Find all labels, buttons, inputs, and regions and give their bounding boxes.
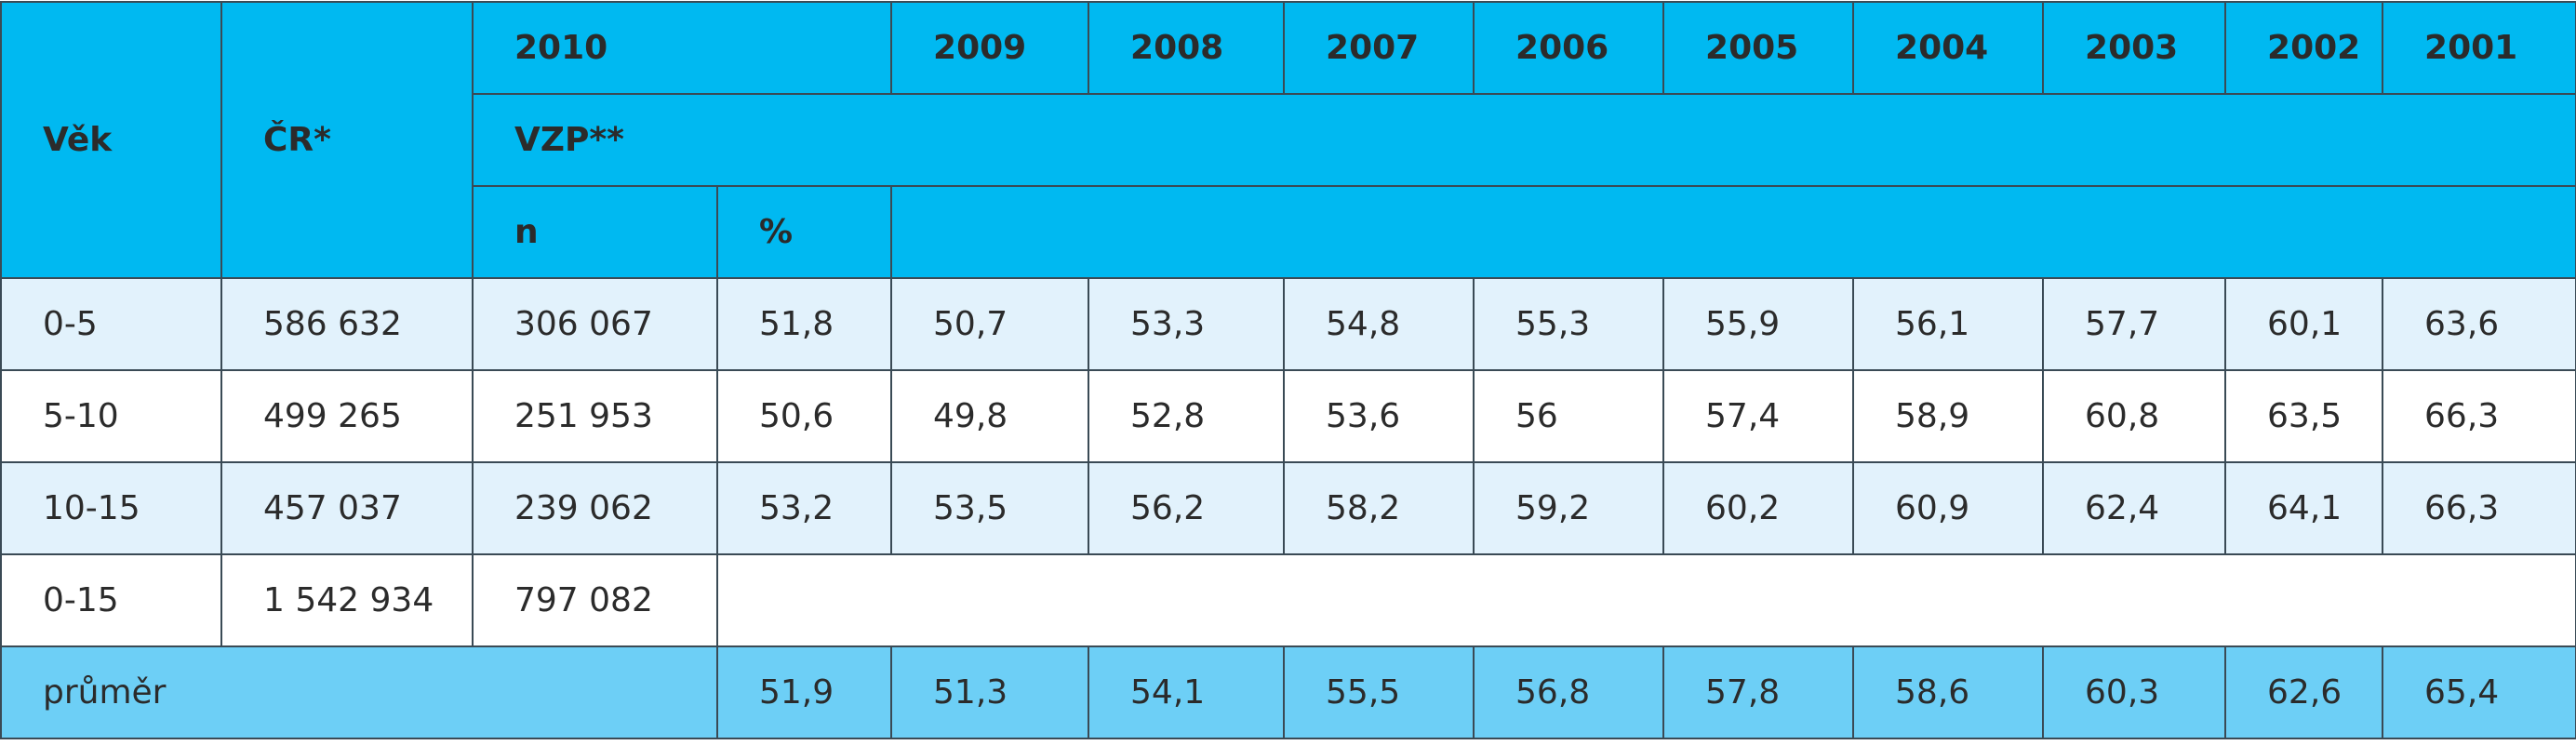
average-row: průměr 51,9 51,3 54,1 55,5 56,8 57,8 58,6 60,3 62… [0,645,2576,739]
cell: 58,6 [1852,645,2045,739]
cell: 63,6 [2382,277,2576,371]
header-cell: 2008 [1088,1,1286,95]
cell: 60,2 [1662,461,1855,555]
header-cell: 2002 [2224,1,2384,95]
cell: 0-15 [0,553,222,647]
cell: 55,9 [1662,277,1855,371]
cell: 62,6 [2224,645,2384,739]
cell: 56,1 [1852,277,2045,371]
cell: 57,7 [2042,277,2227,371]
cell: 499 265 [220,369,474,463]
cell: 55,3 [1473,277,1665,371]
cell: 66,3 [2382,369,2576,463]
header-cell: ČR* [220,1,474,279]
cell: 251 953 [472,369,718,463]
header-cell: % [715,185,893,279]
cell: 56 [1473,369,1665,463]
header-row: VZP** [1,93,2576,187]
table-row: 0-15 1 542 934 797 082 [0,553,2576,647]
header-cell: Věk [0,1,222,279]
cell: 66,3 [2382,461,2576,555]
table-row: 5-10 499 265 251 953 50,6 49,8 52,8 53,6 56 57,4… [0,369,2576,463]
cell: 63,5 [2224,369,2384,463]
header-cell: 2010 [471,1,893,95]
cell: 54,8 [1283,277,1475,371]
cell: 586 632 [220,277,474,371]
cell: 65,4 [2382,645,2576,739]
cell: 57,4 [1662,369,1855,463]
cell: průměr [0,645,718,739]
cell: 306 067 [472,277,718,371]
cell: 57,8 [1662,645,1855,739]
cell: 51,9 [715,645,893,739]
cell: 5-10 [0,369,222,463]
cell: 49,8 [890,369,1090,463]
cell: 56,8 [1473,645,1665,739]
header-cell: 2007 [1283,1,1475,95]
cell: 10-15 [0,461,222,555]
cell: 53,3 [1088,277,1286,371]
header-cell [890,185,2576,279]
cell: 58,9 [1852,369,2045,463]
cell: 52,8 [1088,369,1286,463]
cell: 53,2 [715,461,893,555]
header-cell: 2001 [2382,1,2576,95]
cell: 457 037 [220,461,474,555]
cell: 60,1 [2224,277,2384,371]
cell: 56,2 [1088,461,1286,555]
cell: 51,8 [715,277,893,371]
table-row: 0-5 586 632 306 067 51,8 50,7 53,3 54,8 55,3 55,… [0,277,2576,371]
cell: 53,6 [1283,369,1475,463]
header-cell: 2004 [1852,1,2045,95]
cell: 239 062 [472,461,718,555]
cell: 53,5 [890,461,1090,555]
cell: 60,3 [2042,645,2227,739]
cell: 50,6 [715,369,893,463]
cell: 55,5 [1283,645,1475,739]
cell: 797 082 [472,553,718,647]
cell: 62,4 [2042,461,2227,555]
header-cell: VZP** [471,93,2576,187]
cell: 60,8 [2042,369,2227,463]
cell: 51,3 [890,645,1090,739]
cell: 59,2 [1473,461,1665,555]
header-row: n % [1,185,2576,279]
header-cell: n [472,185,718,279]
cell: 0-5 [0,277,222,371]
table-row: 10-15 457 037 239 062 53,2 53,5 56,2 58,2 59,2 6… [0,461,2576,555]
header-cell: 2003 [2042,1,2227,95]
header-cell: 2009 [890,1,1090,95]
cell [715,553,2576,647]
cell: 50,7 [890,277,1090,371]
header-cell: 2006 [1473,1,1665,95]
cell: 1 542 934 [220,553,474,647]
cell: 54,1 [1088,645,1286,739]
header-row: Věk ČR* 2010 2009 2008 2007 2006 2005 2004 200… [0,1,2576,279]
cell: 64,1 [2224,461,2384,555]
header-cell: 2005 [1662,1,1855,95]
cell: 58,2 [1283,461,1475,555]
cell: 60,9 [1852,461,2045,555]
